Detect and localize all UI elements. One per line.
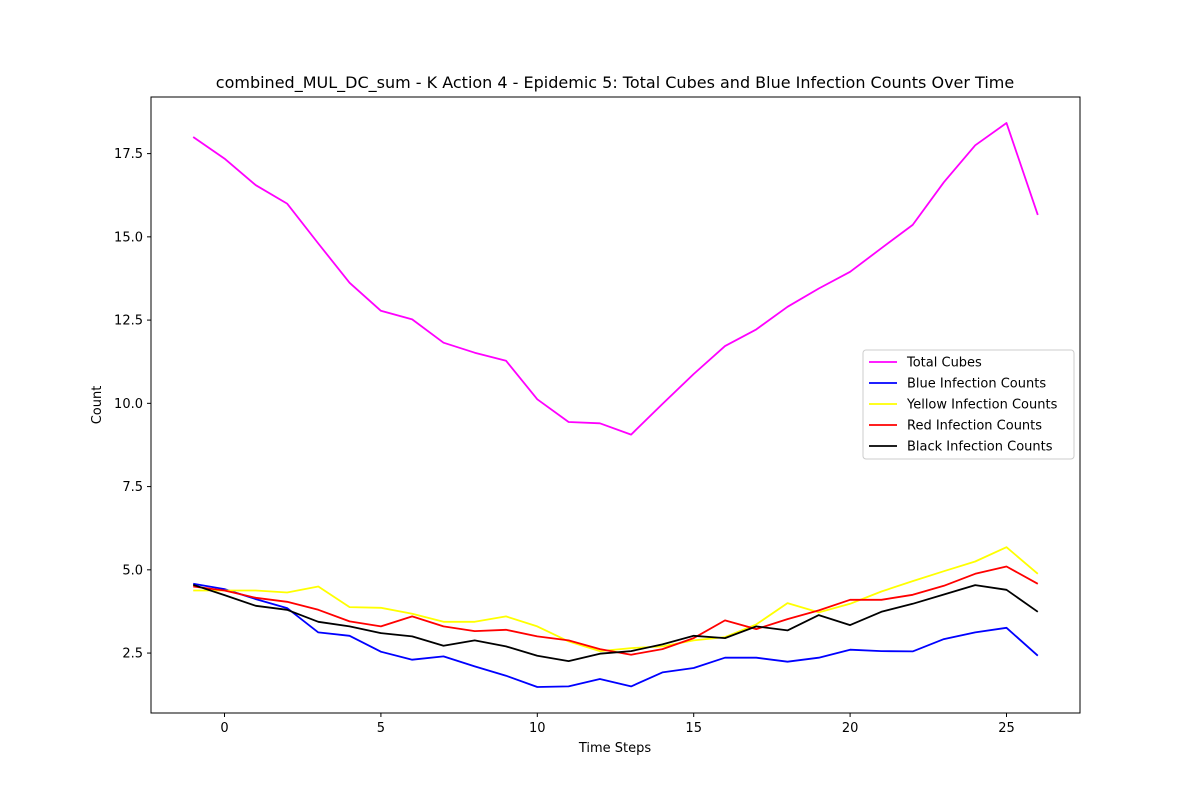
y-tick-label: 17.5: [114, 147, 143, 162]
x-tick-label: 25: [998, 721, 1015, 736]
chart-title: combined_MUL_DC_sum - K Action 4 - Epide…: [216, 73, 1014, 93]
y-tick-label: 2.5: [122, 647, 143, 662]
legend-label-yellow-infection-counts: Yellow Infection Counts: [906, 398, 1058, 413]
y-axis-label: Count: [90, 386, 105, 425]
series-line-black-infection-counts: [192, 583, 1039, 662]
y-tick-label: 7.5: [122, 480, 143, 495]
legend-label-red-infection-counts: Red Infection Counts: [907, 419, 1042, 434]
legend-label-black-infection-counts: Black Infection Counts: [907, 440, 1053, 455]
series-line-total-cubes: [192, 122, 1039, 436]
y-axis: 2.5 5.0 7.5 10.0 12.5 15.0 17.5: [114, 147, 151, 662]
x-tick-label: 20: [842, 721, 859, 736]
legend-label-blue-infection-counts: Blue Infection Counts: [907, 377, 1046, 392]
legend: Total Cubes Blue Infection Counts Yellow I…: [862, 349, 1075, 460]
x-tick-label: 10: [529, 721, 546, 736]
series-line-yellow-infection-counts: [193, 546, 1039, 652]
series-layer: [192, 122, 1039, 688]
x-tick-label: 5: [377, 721, 385, 736]
y-tick-label: 10.0: [114, 397, 143, 412]
x-tick-label: 0: [220, 721, 228, 736]
x-axis-label: Time Steps: [578, 741, 652, 756]
x-tick-label: 15: [685, 721, 702, 736]
series-line-blue-infection-counts: [193, 582, 1039, 688]
y-tick-label: 15.0: [114, 230, 143, 245]
legend-label-total-cubes: Total Cubes: [906, 356, 982, 371]
y-tick-label: 5.0: [122, 563, 143, 578]
plot-frame: [150, 96, 1081, 714]
legend-box: [862, 349, 1075, 460]
x-axis: 0 5 10 15 20 25: [220, 713, 1015, 736]
y-tick-label: 12.5: [114, 314, 143, 329]
